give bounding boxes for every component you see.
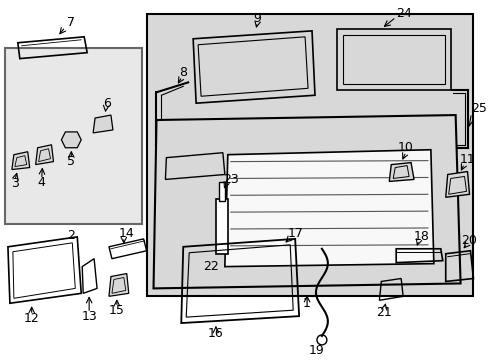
Polygon shape — [153, 115, 460, 288]
Text: 12: 12 — [24, 312, 40, 325]
Bar — [146, 14, 472, 296]
Text: 4: 4 — [38, 176, 45, 189]
Polygon shape — [224, 150, 433, 267]
Text: 23: 23 — [223, 173, 238, 186]
Text: 18: 18 — [413, 230, 429, 243]
Polygon shape — [219, 183, 224, 201]
Text: 2: 2 — [67, 229, 75, 242]
Polygon shape — [165, 153, 224, 179]
Text: 24: 24 — [395, 6, 411, 19]
Text: 20: 20 — [461, 234, 476, 247]
Text: 14: 14 — [119, 228, 134, 240]
Polygon shape — [193, 31, 314, 103]
Text: 1: 1 — [303, 297, 310, 310]
Text: 8: 8 — [179, 66, 187, 79]
Polygon shape — [336, 29, 450, 90]
Text: 19: 19 — [308, 344, 324, 357]
Text: 5: 5 — [67, 155, 75, 168]
Polygon shape — [445, 171, 468, 197]
Text: 16: 16 — [207, 328, 224, 341]
Text: 22: 22 — [203, 260, 219, 273]
Polygon shape — [36, 145, 53, 165]
Text: 11: 11 — [459, 153, 474, 166]
Text: 25: 25 — [470, 102, 487, 114]
Text: 3: 3 — [11, 177, 19, 190]
Text: 10: 10 — [397, 141, 413, 154]
Polygon shape — [12, 152, 30, 170]
Polygon shape — [61, 132, 81, 148]
Text: 9: 9 — [253, 13, 261, 26]
Text: 7: 7 — [67, 17, 75, 30]
Polygon shape — [93, 115, 113, 133]
Polygon shape — [109, 274, 128, 296]
Text: 21: 21 — [376, 306, 391, 319]
Polygon shape — [216, 199, 227, 254]
Text: 13: 13 — [81, 310, 97, 323]
Bar — [5, 48, 142, 224]
Text: 17: 17 — [286, 228, 303, 240]
Text: 15: 15 — [109, 304, 124, 317]
Text: 6: 6 — [103, 97, 111, 110]
Polygon shape — [388, 163, 413, 181]
